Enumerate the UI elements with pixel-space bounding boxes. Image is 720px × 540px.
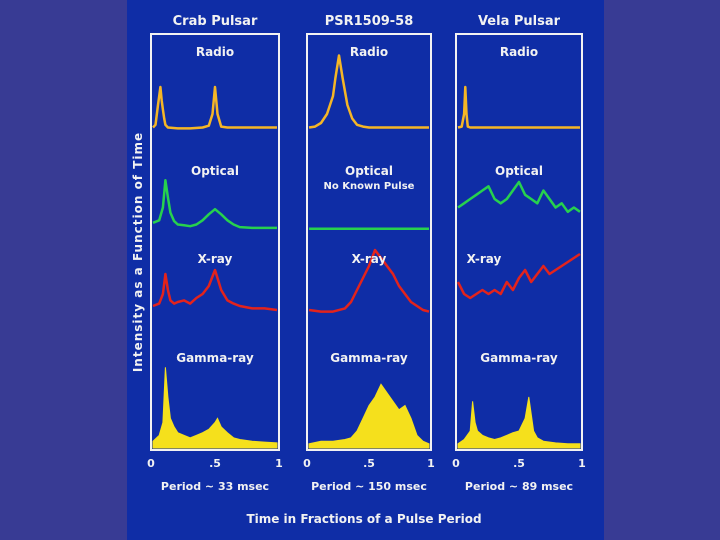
y-axis-label: Intensity as a Function of Time <box>131 132 145 372</box>
panel-3-radio-series <box>457 85 580 129</box>
panel-1-optical-label: Optical <box>191 164 239 178</box>
panel-3-title: Vela Pulsar <box>478 14 561 29</box>
panel-2-x-tick-1: 1 <box>427 457 435 470</box>
panel-3-x-tick-0: 0 <box>452 457 460 470</box>
panel-2-optical-note: No Known Pulse <box>324 181 415 192</box>
panel-1-gamma-ray-label: Gamma-ray <box>176 351 254 365</box>
panel-2-period-label: Period ~ 150 msec <box>311 480 427 493</box>
x-axis-label: Time in Fractions of a Pulse Period <box>246 512 481 526</box>
panel-1-gamma-ray-series <box>152 367 278 449</box>
panel-1-radio-label: Radio <box>196 45 234 59</box>
panel-1-radio-series <box>152 85 277 130</box>
panel-2-gamma-ray-label: Gamma-ray <box>330 351 408 365</box>
panel-2-gamma-ray-series <box>308 383 430 449</box>
panel-3-optical-series <box>457 180 581 214</box>
panel-3-gamma-ray-label: Gamma-ray <box>480 351 558 365</box>
panel-1-x-ray-series <box>152 268 278 312</box>
panel-3-gamma-ray-series <box>457 396 581 449</box>
panel-2-optical-label: Optical <box>345 164 393 178</box>
panel-3-x-tick-p5: .5 <box>513 457 525 470</box>
panel-1-title: Crab Pulsar <box>173 14 258 29</box>
panel-1-period-label: Period ~ 33 msec <box>161 480 269 493</box>
panel-3-optical-label: Optical <box>495 164 543 178</box>
panel-3-period-label: Period ~ 89 msec <box>465 480 573 493</box>
panel-1-x-tick-1: 1 <box>275 457 283 470</box>
panel-3-x-ray-label: X-ray <box>467 252 502 266</box>
panel-1-frame <box>150 33 280 451</box>
panel-2-title: PSR1509-58 <box>325 14 414 29</box>
panel-2-x-tick-p5: .5 <box>363 457 375 470</box>
panel-3-radio-label: Radio <box>500 45 538 59</box>
panel-2-x-ray-series <box>308 248 430 313</box>
panel-3-x-ray-series <box>456 252 581 300</box>
panel-2-radio-series <box>308 54 429 129</box>
panel-2-radio-label: Radio <box>350 45 388 59</box>
panel-1-optical-series <box>152 179 277 230</box>
panel-1-x-tick-0: 0 <box>147 457 155 470</box>
panel-2-x-ray-label: X-ray <box>352 252 387 266</box>
panel-2-frame <box>306 33 432 451</box>
panel-2-x-tick-0: 0 <box>303 457 311 470</box>
panel-1-x-tick-p5: .5 <box>209 457 221 470</box>
panel-3-x-tick-1: 1 <box>578 457 586 470</box>
panel-3-frame <box>455 33 583 451</box>
panel-1-x-ray-label: X-ray <box>198 252 233 266</box>
